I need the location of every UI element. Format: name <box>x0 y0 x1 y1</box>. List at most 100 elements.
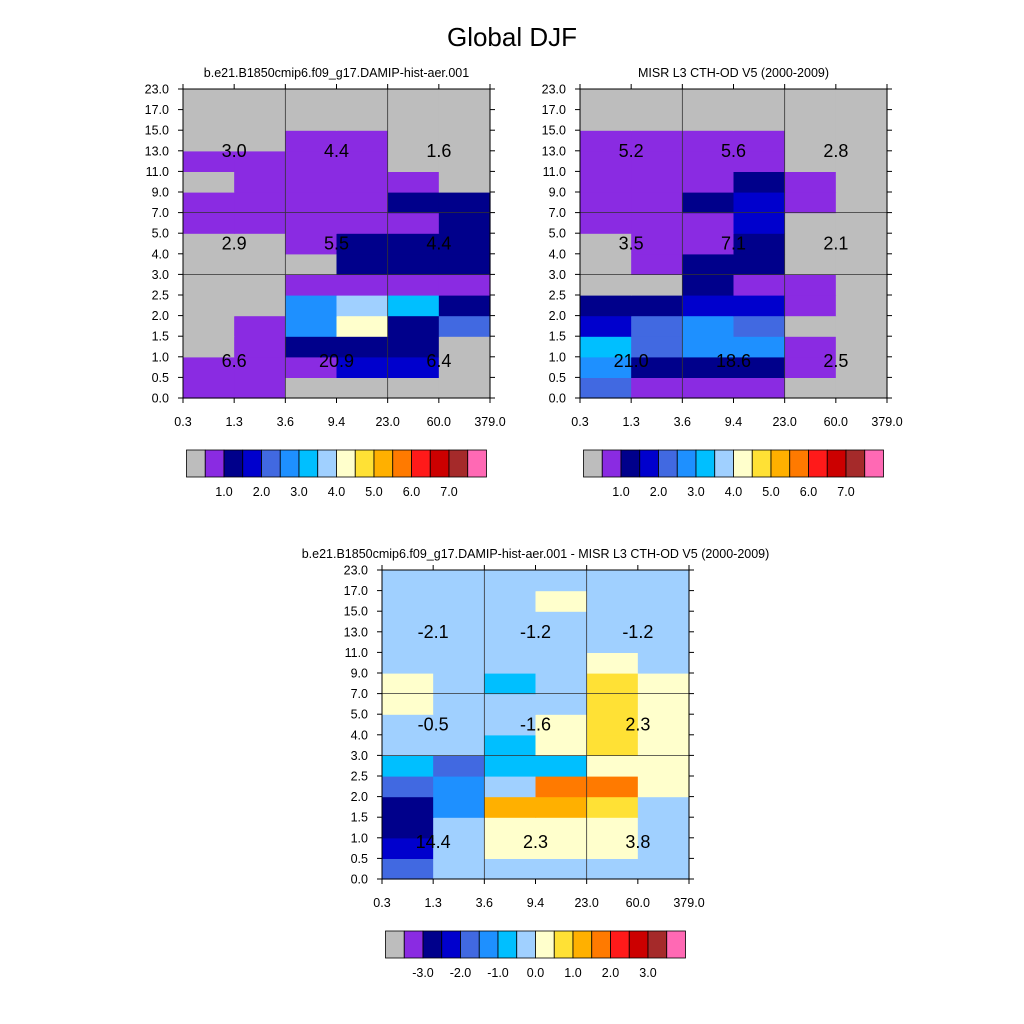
heatmap-cell <box>784 274 837 296</box>
heatmap-cell <box>580 233 632 255</box>
data-label: 2.9 <box>222 234 247 254</box>
heatmap-cell <box>682 89 735 111</box>
y-tick-label: 4.0 <box>351 728 368 742</box>
data-label: 2.8 <box>823 141 848 161</box>
heatmap-cell <box>835 295 888 317</box>
heatmap-cell <box>784 377 837 399</box>
y-tick-label: 9.0 <box>152 186 169 200</box>
panel-title: MISR L3 CTH-OD V5 (2000-2009) <box>638 66 829 80</box>
heatmap-cell <box>733 336 786 358</box>
heatmap-cell <box>336 192 389 214</box>
heatmap-cell <box>586 837 639 859</box>
data-label: 2.5 <box>823 351 848 371</box>
data-label: 2.3 <box>523 832 548 852</box>
heatmap-cell <box>433 734 485 756</box>
heatmap-cell <box>387 150 440 172</box>
colorbar-swatch <box>770 449 791 478</box>
colorbar-swatch <box>553 930 574 959</box>
colorbar-swatch <box>516 930 536 959</box>
heatmap-cell <box>484 776 537 798</box>
heatmap-cell <box>336 377 389 399</box>
heatmap-cell <box>484 755 537 777</box>
colorbar-swatch <box>317 449 337 478</box>
data-label: 21.0 <box>614 351 649 371</box>
heatmap-cell <box>586 817 639 839</box>
heatmap-cell <box>835 253 888 275</box>
heatmap-cell <box>382 673 434 695</box>
heatmap-cell <box>637 858 690 880</box>
colorbar-label: 5.0 <box>365 485 382 499</box>
heatmap-cell <box>433 817 485 839</box>
heatmap-cell <box>733 89 786 111</box>
colorbar-swatch <box>695 449 716 478</box>
heatmap-cell <box>183 336 235 358</box>
colorbar-label: 7.0 <box>837 485 854 499</box>
heatmap-cell <box>484 714 537 736</box>
data-label: 7.1 <box>721 234 746 254</box>
heatmap-cell <box>631 171 683 193</box>
heatmap-cell <box>631 295 683 317</box>
y-tick-label: 5.0 <box>351 708 368 722</box>
heatmap-cell <box>682 109 735 131</box>
heatmap-cell <box>183 130 235 152</box>
data-label: 20.9 <box>319 351 354 371</box>
heatmap-cell <box>387 377 440 399</box>
heatmap-cell <box>580 130 632 152</box>
heatmap-cell <box>631 89 683 111</box>
heatmap-cell <box>387 109 440 131</box>
y-tick-label: 4.0 <box>152 247 169 261</box>
heatmap-cell <box>631 212 683 234</box>
heatmap-cell <box>835 233 888 255</box>
y-tick-label: 0.0 <box>152 392 169 406</box>
heatmap-cell <box>631 253 683 275</box>
colorbar-swatch <box>591 930 611 959</box>
data-label: 3.8 <box>625 832 650 852</box>
heatmap-cell <box>484 734 537 756</box>
heatmap-cell <box>580 253 632 275</box>
x-tick-label: 379.0 <box>474 415 505 429</box>
colorbar-swatch <box>497 930 518 959</box>
y-tick-label: 13.0 <box>145 144 169 158</box>
colorbar-label: 0.0 <box>527 966 544 980</box>
heatmap-cell <box>336 295 389 317</box>
heatmap-cell <box>535 590 588 612</box>
heatmap-cell <box>438 130 491 152</box>
colorbar-swatch <box>279 449 300 478</box>
colorbar-label: 3.0 <box>687 485 704 499</box>
y-tick-label: 2.0 <box>152 309 169 323</box>
colorbar-label: 2.0 <box>650 485 667 499</box>
colorbar-swatch <box>460 930 480 959</box>
y-tick-label: 17.0 <box>145 103 169 117</box>
heatmap-cell <box>234 253 286 275</box>
heatmap-cell <box>586 673 639 695</box>
heatmap-cell <box>484 817 537 839</box>
heatmap-cell <box>234 130 286 152</box>
colorbar-swatch <box>354 449 375 478</box>
data-label: 3.5 <box>619 234 644 254</box>
x-tick-label: 3.6 <box>277 415 294 429</box>
heatmap-cell <box>580 295 632 317</box>
heatmap-cell <box>580 212 632 234</box>
heatmap-cell <box>336 253 389 275</box>
heatmap-cells <box>580 89 888 399</box>
heatmap-cell <box>234 295 286 317</box>
heatmap-cell <box>234 89 286 111</box>
heatmap-cell <box>387 212 440 234</box>
heatmap-cell <box>733 356 786 378</box>
x-tick-label: 3.6 <box>674 415 691 429</box>
colorbar-swatch <box>385 930 405 959</box>
heatmap-cell <box>285 377 338 399</box>
heatmap-cell <box>438 377 491 399</box>
heatmap-cell <box>382 796 434 818</box>
heatmap-cell <box>183 295 235 317</box>
colorbar-swatch <box>478 930 499 959</box>
y-tick-label: 9.0 <box>351 667 368 681</box>
colorbar-swatch <box>261 449 281 478</box>
y-tick-label: 17.0 <box>344 584 368 598</box>
heatmap-cell <box>336 336 389 358</box>
y-tick-label: 13.0 <box>344 625 368 639</box>
heatmap-cell <box>586 714 639 736</box>
heatmap-cell <box>733 377 786 399</box>
heatmap-cell <box>285 150 338 172</box>
heatmap-cell <box>682 233 735 255</box>
